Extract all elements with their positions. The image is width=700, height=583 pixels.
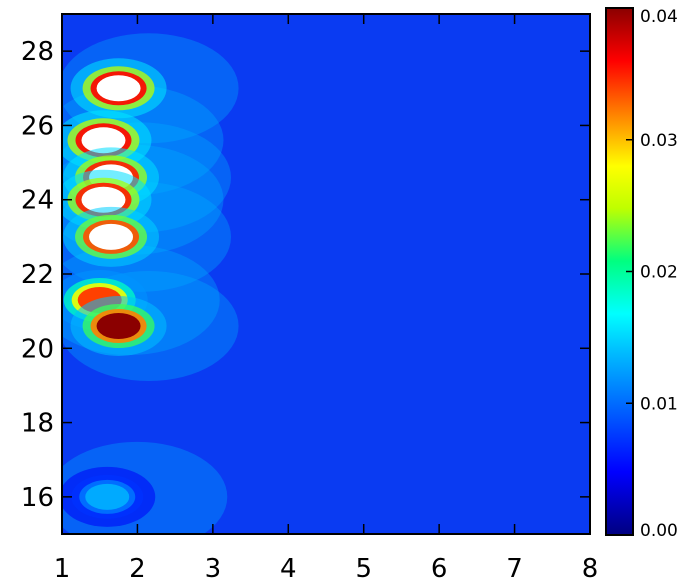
- colorbar-tick-label: 0.01: [640, 394, 678, 414]
- y-tick-label: 16: [21, 483, 54, 513]
- hotspot-saturated-3: [87, 189, 120, 210]
- y-axis: 16 18 20 22 24 26 28: [21, 37, 590, 513]
- hotspot-saturated-4: [95, 226, 128, 247]
- colorbar-tick-label: 0.03: [640, 131, 678, 151]
- x-tick-label: 7: [506, 554, 523, 583]
- x-tick-label: 5: [355, 554, 372, 583]
- y-tick-label: 26: [21, 111, 54, 141]
- x-tick-label: 4: [280, 554, 297, 583]
- heatmap-hotspots: [62, 33, 239, 534]
- x-tick-label: 8: [582, 554, 599, 583]
- y-tick-label: 20: [21, 334, 54, 364]
- x-tick-label: 2: [129, 554, 146, 583]
- y-tick-label: 18: [21, 409, 54, 439]
- colorbar-tick-label: 0.00: [640, 521, 678, 541]
- heatmap-plot-area: [61, 13, 591, 535]
- hotspot-saturated-0: [102, 78, 135, 99]
- x-tick-label: 6: [431, 554, 448, 583]
- colorbar-tick-label: 0.04: [640, 7, 678, 27]
- hotspot-saturated-1: [87, 130, 120, 151]
- colorbar: 0.00 0.01 0.02 0.03 0.04: [605, 7, 678, 541]
- x-tick-label: 3: [205, 554, 222, 583]
- colorbar-tick-label: 0.02: [640, 263, 678, 283]
- y-tick-label: 28: [21, 37, 54, 67]
- x-axis: 1 2 3 4 5 6 7 8: [54, 14, 599, 583]
- x-tick-label: 1: [54, 554, 71, 583]
- colorbar-ticks: 0.00 0.01 0.02 0.03 0.04: [626, 7, 678, 541]
- y-tick-label: 22: [21, 260, 54, 290]
- y-tick-label: 24: [21, 186, 54, 216]
- hotspot-7: [85, 483, 130, 510]
- hotspot-6: [96, 313, 141, 339]
